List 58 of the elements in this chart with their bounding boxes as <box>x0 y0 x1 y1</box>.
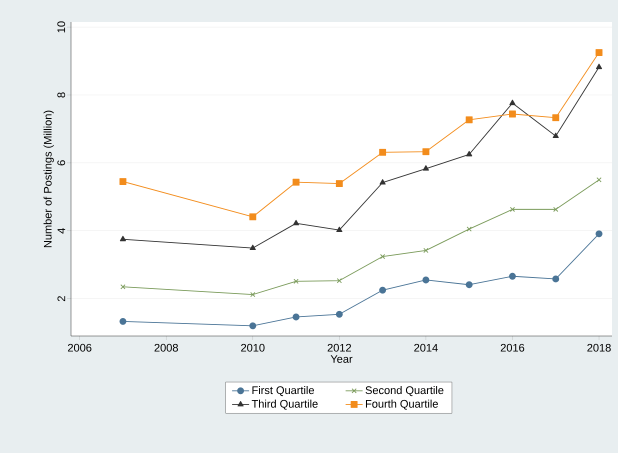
point <box>466 281 473 288</box>
point <box>509 110 516 118</box>
point <box>423 248 428 254</box>
legend-label: Third Quartile <box>252 400 318 410</box>
point <box>553 206 558 212</box>
point <box>552 132 559 138</box>
point <box>292 314 300 320</box>
point <box>250 244 256 250</box>
x-axis-title: Year <box>330 355 352 363</box>
point <box>120 236 126 242</box>
y-tick-label: 2 <box>57 296 66 302</box>
point <box>119 178 126 185</box>
x-tick-label: 2012 <box>328 344 352 352</box>
point <box>249 213 256 220</box>
y-tick-label: 4 <box>58 228 66 234</box>
point <box>380 179 386 185</box>
point <box>596 49 602 56</box>
point <box>552 114 560 122</box>
y-axis-title: Number of Postings (Million) <box>44 110 54 248</box>
point <box>422 165 429 171</box>
point <box>379 148 386 156</box>
point <box>510 206 516 212</box>
point <box>293 278 299 284</box>
point <box>509 100 516 106</box>
point <box>250 292 256 298</box>
point <box>596 230 602 238</box>
y-tick-label: 10 <box>57 21 66 32</box>
legend-label: Fourth Quartile <box>366 400 438 410</box>
legend-label: First Quartile <box>252 386 314 396</box>
point <box>336 226 342 232</box>
point <box>596 177 602 182</box>
point <box>466 226 472 232</box>
y-tick-label: 8 <box>57 92 66 98</box>
point <box>336 310 343 318</box>
x-tick-label: 2006 <box>68 344 92 352</box>
point <box>336 278 342 284</box>
point <box>293 220 300 226</box>
point <box>466 150 472 156</box>
point <box>422 148 430 156</box>
x-tick-label: 2008 <box>154 344 178 352</box>
point <box>380 254 386 260</box>
point <box>422 276 430 284</box>
point <box>292 178 300 186</box>
x-tick-label: 2018 <box>587 344 611 352</box>
point <box>336 180 343 188</box>
point <box>379 286 386 294</box>
point <box>119 318 126 325</box>
point <box>120 284 126 290</box>
point <box>249 322 256 330</box>
x-tick-label: 2016 <box>500 344 524 352</box>
x-tick-label: 2010 <box>241 344 265 352</box>
point <box>466 116 473 124</box>
legend-label: Second Quartile <box>366 386 444 396</box>
point <box>596 64 602 70</box>
x-tick-label: 2014 <box>414 344 438 352</box>
y-tick-label: 6 <box>57 160 66 166</box>
point <box>552 276 560 282</box>
point <box>509 272 516 280</box>
